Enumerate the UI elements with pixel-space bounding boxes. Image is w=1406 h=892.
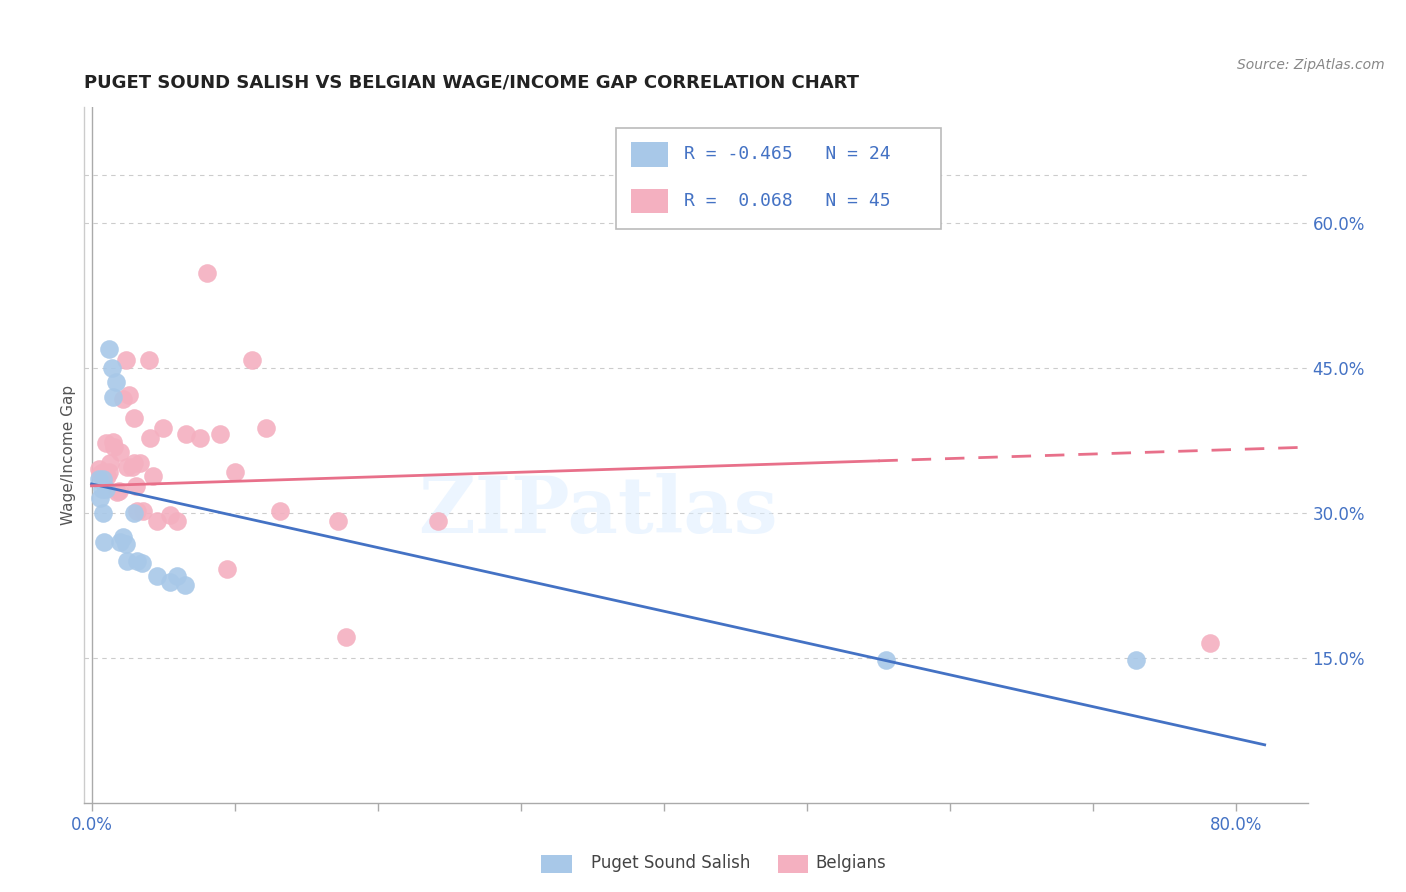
Point <box>335 630 357 644</box>
Point <box>94 482 117 496</box>
Point <box>115 353 138 368</box>
Point <box>129 456 152 470</box>
Point <box>115 537 138 551</box>
FancyBboxPatch shape <box>616 128 941 229</box>
Point <box>96 469 118 483</box>
Point <box>254 421 277 435</box>
Point <box>124 506 146 520</box>
Point <box>103 440 125 454</box>
Point <box>188 430 211 444</box>
Point <box>89 467 111 482</box>
Point <box>1125 653 1147 667</box>
Point <box>89 491 111 506</box>
Point <box>97 465 120 479</box>
Point <box>105 484 128 499</box>
Point <box>326 514 349 528</box>
Point <box>124 456 146 470</box>
Point <box>224 465 246 479</box>
Point <box>90 469 112 483</box>
Point <box>121 459 143 474</box>
Point <box>111 392 134 406</box>
Point <box>117 554 139 568</box>
Text: R = -0.465   N = 24: R = -0.465 N = 24 <box>683 145 890 163</box>
Point <box>90 482 112 496</box>
FancyBboxPatch shape <box>631 189 668 213</box>
Point <box>101 390 124 404</box>
Point <box>107 483 129 498</box>
Point <box>209 426 232 441</box>
Point <box>94 436 117 450</box>
Point <box>131 556 153 570</box>
Point <box>142 469 165 483</box>
Point <box>108 445 131 459</box>
Point <box>87 472 110 486</box>
Point <box>166 514 188 528</box>
Text: ZIPatlas: ZIPatlas <box>419 473 778 549</box>
Text: R =  0.068   N = 45: R = 0.068 N = 45 <box>683 192 890 210</box>
Point <box>217 562 239 576</box>
Point <box>197 266 219 280</box>
Point <box>118 388 141 402</box>
Y-axis label: Wage/Income Gap: Wage/Income Gap <box>60 384 76 525</box>
Point <box>101 435 124 450</box>
Point <box>100 360 122 375</box>
Point <box>138 353 160 368</box>
Point <box>91 465 114 479</box>
Text: Source: ZipAtlas.com: Source: ZipAtlas.com <box>1237 58 1385 72</box>
Point <box>124 411 146 425</box>
Point <box>127 554 149 568</box>
Point <box>166 568 188 582</box>
Point <box>174 426 197 441</box>
Point <box>139 430 162 444</box>
Point <box>108 534 131 549</box>
Point <box>93 534 115 549</box>
Point <box>426 514 449 528</box>
FancyBboxPatch shape <box>631 142 668 167</box>
Text: Puget Sound Salish: Puget Sound Salish <box>591 855 749 872</box>
Point <box>240 353 263 368</box>
Point <box>146 568 169 582</box>
Point <box>91 472 114 486</box>
Point <box>111 530 134 544</box>
Point <box>146 514 169 528</box>
Point <box>269 504 291 518</box>
Point <box>159 575 181 590</box>
Point <box>91 506 114 520</box>
Point <box>97 342 120 356</box>
Point <box>93 470 115 484</box>
Text: Belgians: Belgians <box>815 855 886 872</box>
Point <box>127 504 149 518</box>
Point <box>87 462 110 476</box>
Point <box>173 578 195 592</box>
Point <box>152 421 174 435</box>
Point <box>117 459 139 474</box>
Point <box>1199 636 1222 650</box>
Point <box>104 376 127 390</box>
Point <box>159 508 181 522</box>
Text: PUGET SOUND SALISH VS BELGIAN WAGE/INCOME GAP CORRELATION CHART: PUGET SOUND SALISH VS BELGIAN WAGE/INCOM… <box>84 74 859 92</box>
Point <box>875 653 897 667</box>
Point <box>125 479 148 493</box>
Point <box>132 504 155 518</box>
Point <box>98 456 121 470</box>
